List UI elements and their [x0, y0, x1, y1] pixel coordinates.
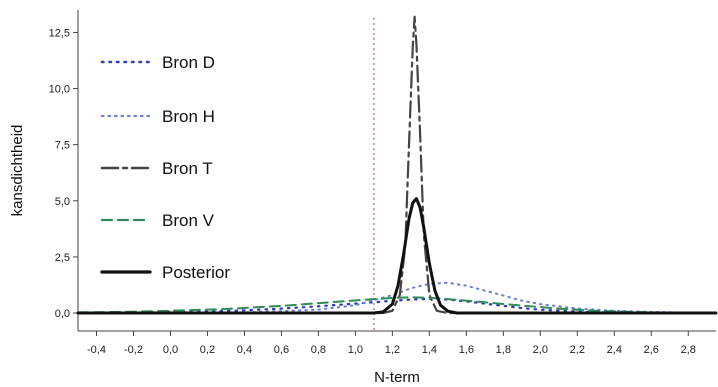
x-tick-label: -0,4	[87, 344, 106, 356]
x-tick-label: 1,0	[348, 344, 363, 356]
x-axis-label: N-term	[374, 369, 420, 386]
series-line-bron-v	[77, 296, 717, 314]
x-tick-label: 1,2	[385, 344, 400, 356]
y-tick-label: 10,0	[49, 84, 70, 96]
series-line-bron-h	[77, 281, 717, 314]
series-line-posterior	[76, 197, 718, 315]
x-tick-label: -0,2	[124, 344, 143, 356]
legend-label: Posterior	[162, 263, 230, 282]
legend-label: Bron V	[162, 211, 215, 230]
x-tick-label: 0,6	[274, 344, 289, 356]
legend: Bron D Bron H Bron T Bron V Posterior	[100, 53, 230, 282]
legend-label: Bron D	[162, 53, 215, 72]
legend-label: Bron T	[162, 159, 213, 178]
x-tick-label: 0,8	[311, 344, 326, 356]
y-tick-label: 2,5	[55, 252, 70, 264]
x-tick-label: 2,4	[607, 344, 622, 356]
series-line-bron-t	[76, 15, 718, 315]
x-tick-label: 0,4	[237, 344, 252, 356]
series-layer	[76, 15, 718, 331]
x-tick-label: 0,0	[163, 344, 178, 356]
x-tick-label: 2,6	[644, 344, 659, 356]
y-tick-label: 0,0	[55, 308, 70, 320]
x-tick-label: 1,4	[422, 344, 437, 356]
y-axis-label: kansdichtheid	[9, 125, 26, 217]
x-tick-label: 2,2	[570, 344, 585, 356]
series-line-bron-d	[76, 297, 718, 315]
legend-label: Bron H	[162, 107, 215, 126]
x-tick-label: 0,2	[200, 344, 215, 356]
x-tick-label: 1,8	[496, 344, 511, 356]
x-tick-label: 2,0	[533, 344, 548, 356]
y-tick-label: 12,5	[49, 27, 70, 39]
y-tick-label: 5,0	[55, 196, 70, 208]
x-tick-label: 1,6	[459, 344, 474, 356]
axes-layer: 0,0 2,5 5,0 7,5 10,0 12,5 -0,4 -0,2 0,0 0,2 0,4 0,6…	[49, 10, 716, 356]
y-tick-label: 7,5	[55, 140, 70, 152]
x-tick-label: 2,8	[681, 344, 696, 356]
